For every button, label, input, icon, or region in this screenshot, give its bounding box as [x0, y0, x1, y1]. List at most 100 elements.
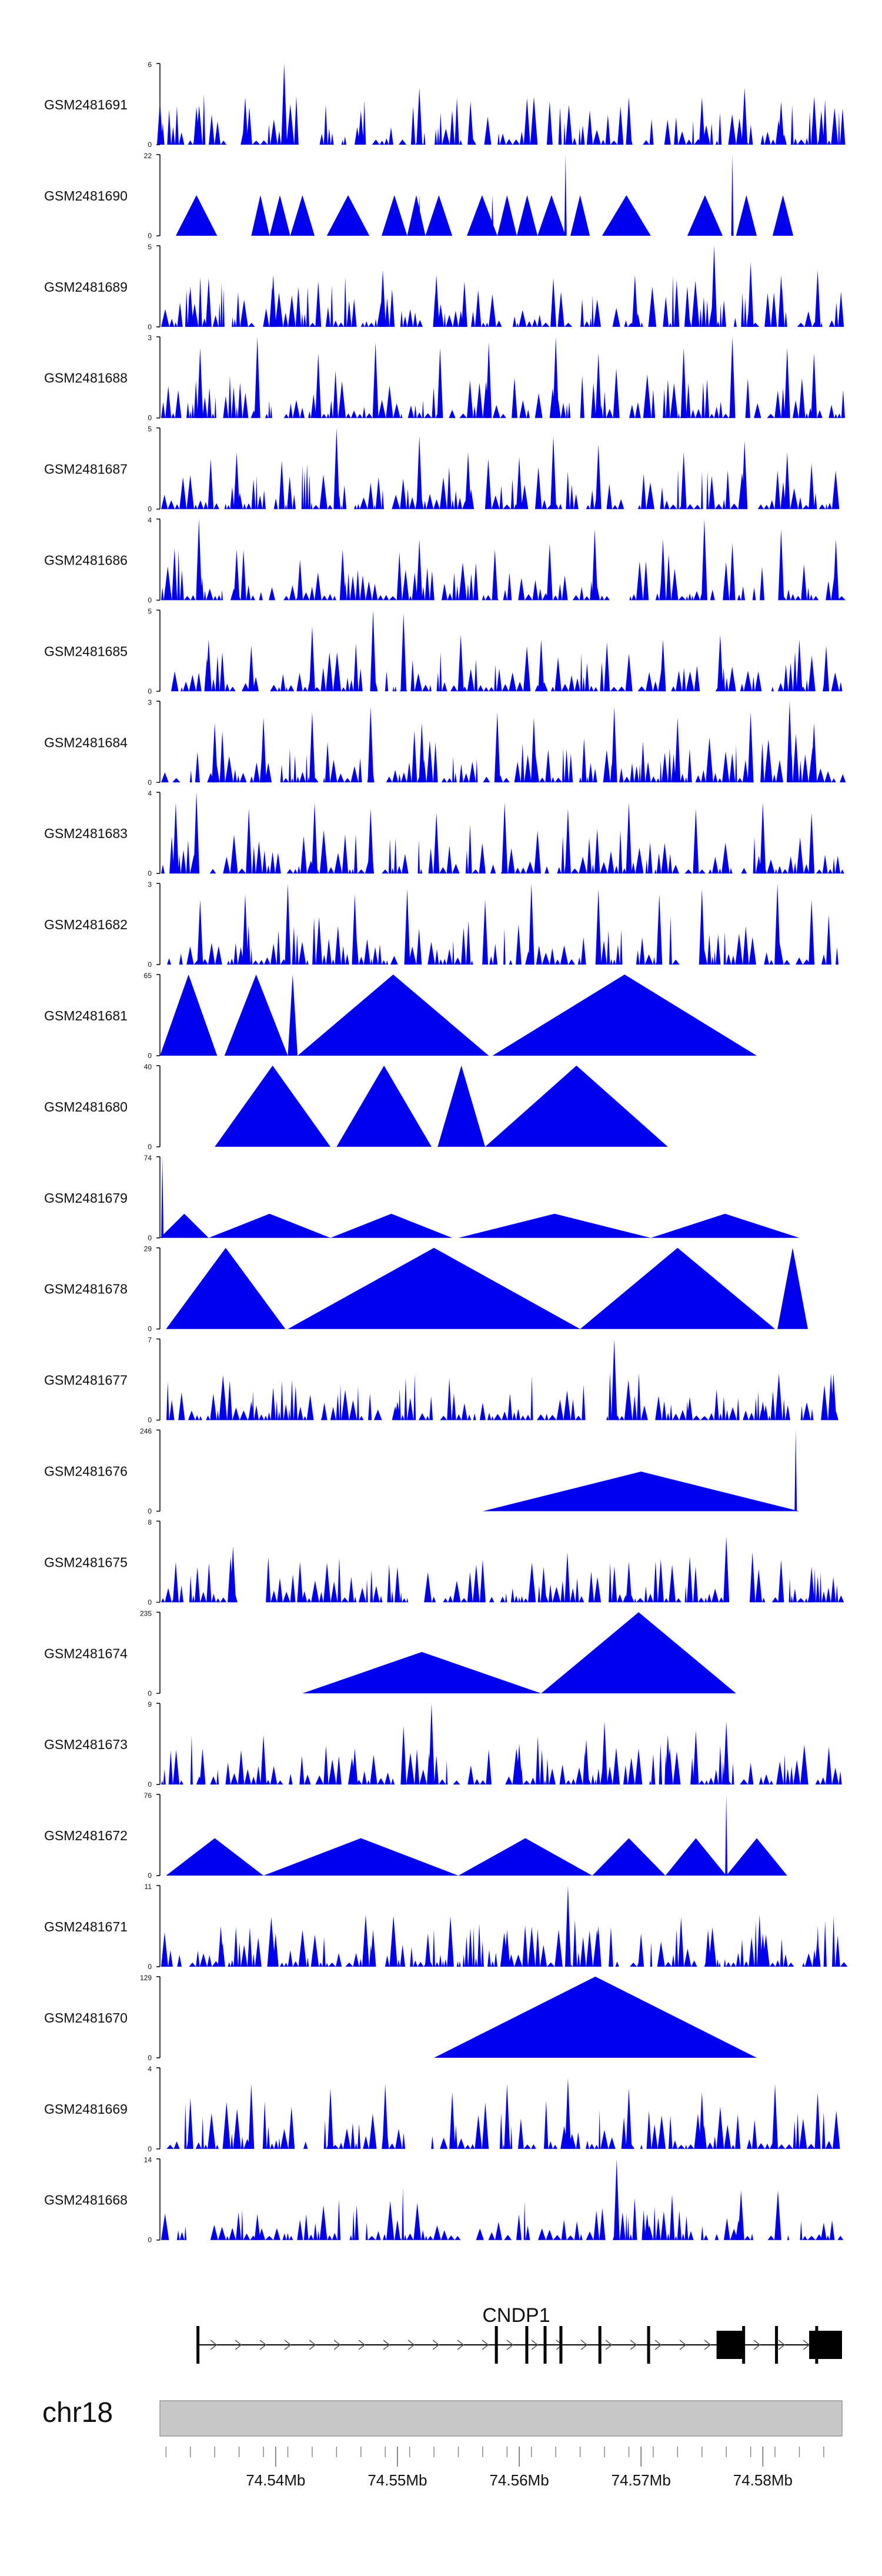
signal-peak	[428, 1703, 435, 1785]
signal-peak	[814, 1937, 821, 1967]
signal-tracks: GSM248169160GSM2481690220GSM248168950GSM…	[44, 61, 848, 2244]
track-GSM2481678: GSM2481678 29 0	[44, 1245, 808, 1333]
y-tick-label-zero: 0	[148, 323, 152, 331]
signal-segment	[726, 1838, 787, 1876]
signal-peak	[382, 2084, 389, 2149]
track-label: GSM2481684	[44, 735, 128, 750]
signal-peak	[230, 1546, 236, 1603]
track-label: GSM2481673	[44, 1737, 128, 1752]
track-label: GSM2481686	[44, 553, 128, 568]
signal-peak	[254, 336, 260, 418]
signal-segment	[407, 195, 426, 236]
track-label: GSM2481669	[44, 2101, 128, 2117]
signal-peak	[309, 712, 315, 783]
signal-peak	[516, 1744, 523, 1785]
signal-peak	[157, 101, 163, 145]
signal-peak	[680, 452, 687, 509]
signal-segment	[290, 195, 315, 236]
signal-peak	[368, 808, 374, 874]
signal-segment	[302, 1651, 542, 1694]
signal-segment	[516, 195, 538, 236]
signal-segment	[215, 1065, 330, 1147]
signal-segment	[425, 195, 453, 236]
signal-peak	[372, 342, 379, 418]
signal-peak	[433, 275, 440, 327]
signal-peak	[449, 2092, 456, 2149]
x-tick-label: 74.56Mb	[489, 2471, 549, 2489]
track-GSM2481675: GSM2481675 8 0	[44, 1518, 844, 1606]
signal-peak	[760, 802, 766, 874]
signal-peak	[595, 1926, 602, 1967]
signal-peak	[808, 463, 815, 509]
y-tick-label-zero: 0	[148, 1507, 152, 1516]
signal-peak	[297, 1561, 303, 1603]
strand-arrow	[482, 2340, 489, 2350]
y-tick-label-max: 4	[148, 789, 152, 798]
signal-peak	[741, 88, 748, 145]
track-GSM2481682: GSM2481682 3 0	[44, 880, 846, 969]
track-GSM2481687: GSM2481687 5 0	[44, 425, 843, 513]
signal-peak	[729, 336, 736, 418]
signal-peak	[538, 639, 544, 692]
signal-peak	[368, 706, 374, 783]
signal-peak	[811, 723, 817, 783]
signal-peak	[187, 2098, 193, 2149]
track-label: GSM2481672	[44, 1828, 128, 1843]
signal-segment	[166, 1838, 264, 1876]
signal-peak	[818, 111, 824, 145]
strand-arrow	[457, 2340, 465, 2350]
y-tick-label-zero: 0	[148, 414, 152, 422]
signal-peak	[626, 97, 632, 145]
signal-peak	[461, 281, 467, 327]
y-tick-label-zero: 0	[148, 1598, 152, 1606]
signal-area	[160, 368, 845, 418]
signal-peak	[723, 1536, 730, 1603]
signal-peak	[465, 452, 472, 509]
strand-arrow	[679, 2340, 687, 2350]
gene-exon	[559, 2326, 563, 2364]
signal-peak	[502, 802, 508, 874]
signal-peak	[467, 101, 474, 145]
signal-segment	[492, 975, 757, 1056]
signal-peak	[747, 712, 754, 783]
signal-peak	[784, 452, 790, 509]
signal-peak	[370, 610, 376, 692]
signal-peak	[457, 634, 464, 692]
signal-peak	[687, 1556, 693, 1603]
signal-peak	[564, 154, 567, 236]
track-label: GSM2481679	[44, 1190, 128, 1206]
signal-peak	[352, 1748, 358, 1785]
signal-peak	[644, 2214, 650, 2240]
signal-segment	[777, 1247, 808, 1329]
signal-peak	[699, 889, 705, 965]
signal-peak	[684, 286, 690, 327]
y-tick-label-max: 9	[148, 1700, 152, 1709]
signal-segment	[772, 195, 794, 236]
signal-peak	[774, 883, 781, 965]
signal-peak	[479, 1559, 486, 1603]
track-GSM2481680: GSM2481680 40 0	[44, 1063, 668, 1151]
signal-area	[160, 915, 846, 965]
track-label: GSM2481687	[44, 462, 128, 477]
track-label: GSM2481689	[44, 279, 128, 295]
signal-peak	[778, 1559, 784, 1603]
signal-peak	[212, 723, 218, 783]
signal-peak	[297, 2220, 303, 2240]
y-tick-label-max: 76	[144, 1791, 152, 1800]
signal-peak	[504, 1930, 510, 1967]
signal-peak	[285, 883, 291, 965]
y-tick-label-zero: 0	[148, 1963, 152, 1971]
gene-exon	[775, 2326, 779, 2364]
signal-peak	[199, 1748, 206, 1785]
signal-peak	[425, 1933, 431, 1967]
signal-peak	[760, 1933, 766, 1967]
signal-peak	[218, 1926, 224, 1967]
signal-segment	[482, 1471, 800, 1511]
track-GSM2481681: GSM2481681 65 0	[44, 972, 757, 1060]
gene-exon	[647, 2326, 650, 2364]
signal-peak	[248, 2084, 255, 2149]
signal-peak	[479, 1403, 486, 1420]
signal-peak	[604, 642, 610, 692]
y-tick-label-max: 29	[144, 1245, 152, 1253]
